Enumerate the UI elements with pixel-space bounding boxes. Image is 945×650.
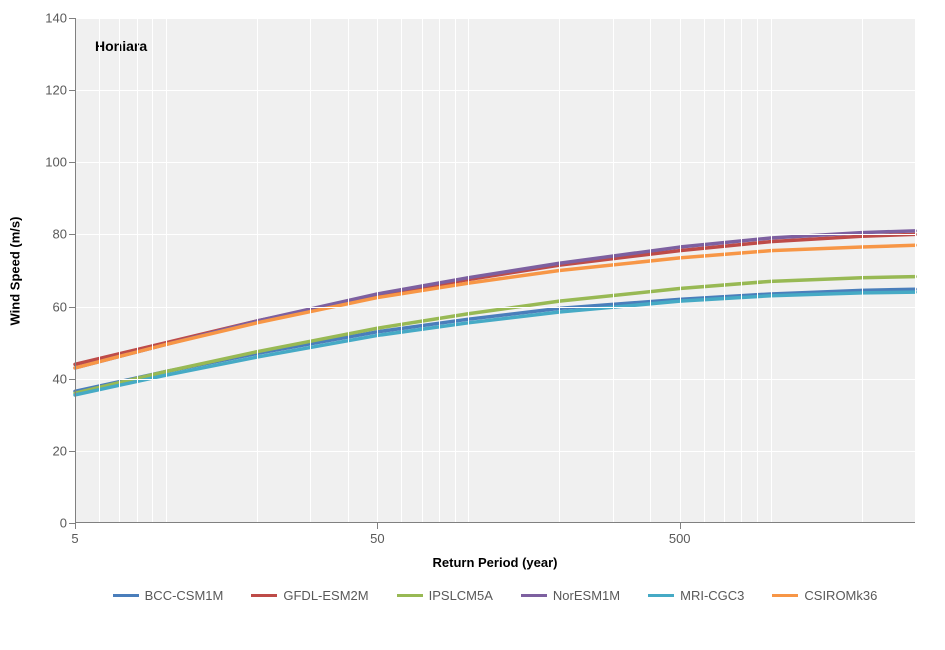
gridline-v-major [680,18,681,523]
legend-item: BCC-CSM1M [113,588,224,603]
y-axis-title: Wind Speed (m/s) [8,216,23,325]
gridline-v [99,18,100,523]
legend-swatch [397,594,423,598]
gridline-v [310,18,311,523]
gridline-h [75,18,915,19]
x-tick-label: 5 [71,523,78,546]
gridline-v-major [377,18,378,523]
x-tick-label: 500 [669,523,691,546]
gridline-v [862,18,863,523]
legend: BCC-CSM1M GFDL-ESM2M IPSLCM5A NorESM1M MRI-C… [75,588,915,603]
gridline-v [757,18,758,523]
gridline-v [119,18,120,523]
gridline-v [741,18,742,523]
x-axis-line [75,522,915,523]
line-series-layer [75,18,915,523]
gridline-v [771,18,772,523]
plot-area: Honiara 020406080100120140550500 [75,18,915,523]
gridline-h [75,162,915,163]
gridline-v [455,18,456,523]
gridline-v [257,18,258,523]
legend-item: MRI-CGC3 [648,588,744,603]
gridline-v [915,18,916,523]
y-tick-label: 120 [45,83,75,98]
gridline-v [348,18,349,523]
legend-label: BCC-CSM1M [145,588,224,603]
legend-swatch [251,594,277,598]
gridline-h [75,379,915,380]
gridline-v [152,18,153,523]
x-tick-label: 50 [370,523,384,546]
legend-label: GFDL-ESM2M [283,588,368,603]
gridline-v [559,18,560,523]
chart-container: Honiara 020406080100120140550500 Wind Sp… [0,0,945,650]
legend-label: IPSLCM5A [429,588,493,603]
gridline-v [650,18,651,523]
legend-item: IPSLCM5A [397,588,493,603]
y-axis-line [75,18,76,523]
gridline-v [422,18,423,523]
legend-item: GFDL-ESM2M [251,588,368,603]
gridline-h [75,90,915,91]
y-tick-label: 40 [53,371,75,386]
legend-label: CSIROMk36 [804,588,877,603]
gridline-v [137,18,138,523]
gridline-h [75,307,915,308]
gridline-v [468,18,469,523]
legend-label: NorESM1M [553,588,620,603]
y-tick-label: 60 [53,299,75,314]
series-line [75,234,915,364]
gridline-v [724,18,725,523]
series-line [75,289,915,391]
y-tick-label: 80 [53,227,75,242]
y-tick-label: 100 [45,155,75,170]
gridline-v [439,18,440,523]
gridline-h [75,451,915,452]
legend-item: NorESM1M [521,588,620,603]
gridline-v [166,18,167,523]
legend-swatch [113,594,139,598]
legend-label: MRI-CGC3 [680,588,744,603]
legend-swatch [772,594,798,598]
gridline-h [75,234,915,235]
gridline-v [613,18,614,523]
y-tick-label: 140 [45,11,75,26]
gridline-v [401,18,402,523]
gridline-v [704,18,705,523]
legend-item: CSIROMk36 [772,588,877,603]
y-tick-label: 20 [53,443,75,458]
legend-swatch [521,594,547,598]
x-axis-title: Return Period (year) [433,555,558,570]
legend-swatch [648,594,674,598]
